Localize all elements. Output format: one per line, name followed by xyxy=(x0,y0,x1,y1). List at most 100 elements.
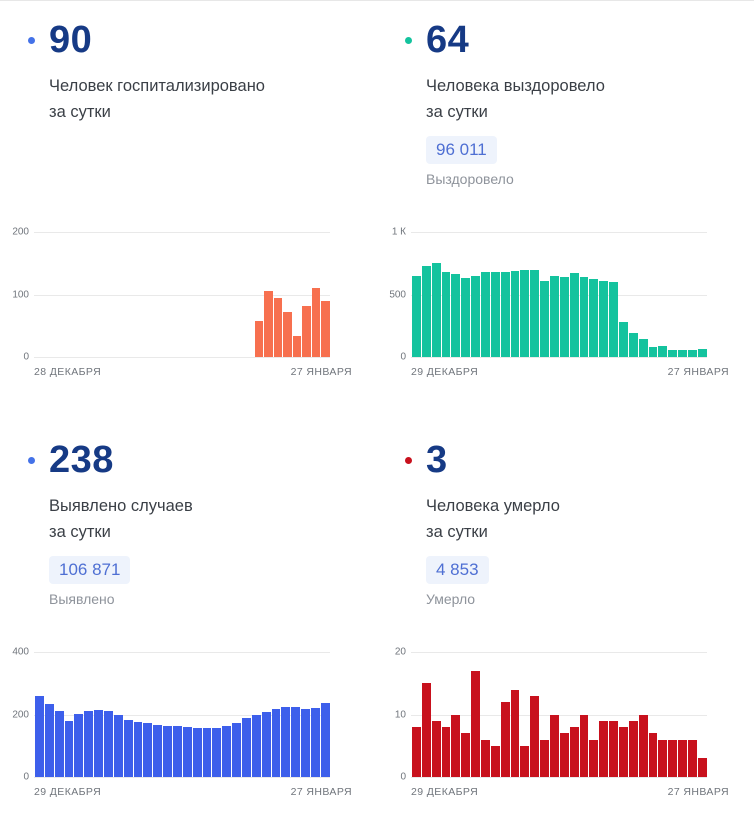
bar xyxy=(569,273,579,357)
bar xyxy=(530,270,540,357)
bar xyxy=(431,263,441,357)
y-axis-tick-label: 0 xyxy=(400,351,406,363)
stat-card-confirmed: 238 Выявлено случаев за сутки 106 871 Вы… xyxy=(0,421,377,838)
bar xyxy=(510,271,520,357)
bar xyxy=(490,272,500,357)
plot-area: 200 100 0 xyxy=(12,227,330,363)
gridline xyxy=(411,294,707,296)
bar xyxy=(550,714,559,777)
bar xyxy=(628,720,638,777)
bar xyxy=(697,758,707,777)
bar xyxy=(311,707,320,777)
bar xyxy=(311,287,321,357)
total-badge: 96 011 xyxy=(426,136,497,164)
subtitle-line: Человека умерло xyxy=(426,497,560,515)
stat-subtitle: Человек госпитализировано за сутки xyxy=(49,73,265,125)
headline-row: 238 xyxy=(28,441,193,479)
gridline xyxy=(411,777,707,778)
bars xyxy=(35,652,330,777)
bar xyxy=(451,274,461,357)
bar xyxy=(520,270,530,357)
bar xyxy=(589,739,599,777)
y-axis-tick-label: 100 xyxy=(12,289,29,300)
gridline xyxy=(411,357,707,358)
bar xyxy=(412,727,421,777)
bar-chart-confirmed: 400 200 0 29 ДЕКАБРЯ 27 ЯНВАРЯ xyxy=(0,647,377,799)
stat-header: 64 Человека выздоровело за сутки 96 011 … xyxy=(405,21,605,187)
stat-header: 3 Человека умерло за сутки 4 853 Умерло xyxy=(405,441,560,607)
bar xyxy=(84,711,94,777)
x-axis-end-label: 27 ЯНВАРЯ xyxy=(290,786,352,798)
x-axis-start-label: 28 ДЕКАБРЯ xyxy=(34,366,102,378)
bar xyxy=(559,277,569,357)
chart-inner: 20 10 0 29 ДЕКАБРЯ 27 ЯНВАРЯ xyxy=(395,647,729,799)
bar xyxy=(254,320,264,357)
gridline xyxy=(34,652,330,653)
chart-inner: 200 100 0 28 ДЕКАБРЯ 27 ЯНВАРЯ xyxy=(12,227,352,379)
bar xyxy=(678,739,688,777)
bar xyxy=(481,739,490,777)
gridline xyxy=(411,652,707,653)
bar xyxy=(94,709,104,777)
bar xyxy=(264,291,273,357)
x-axis-start-label: 29 ДЕКАБРЯ xyxy=(411,366,479,378)
bar xyxy=(619,321,628,357)
bar xyxy=(421,266,431,357)
bar xyxy=(461,733,471,777)
bar xyxy=(44,703,54,777)
chart-inner: 1 К 500 0 29 ДЕКАБРЯ 27 ЯНВАРЯ xyxy=(389,227,729,379)
bar xyxy=(153,724,163,777)
gridline xyxy=(34,232,330,233)
bar xyxy=(104,711,113,777)
bar xyxy=(292,336,302,357)
plot-area: 20 10 0 xyxy=(395,647,707,783)
bar xyxy=(599,720,609,777)
bar xyxy=(173,726,182,777)
bar xyxy=(251,714,261,777)
bar xyxy=(638,339,648,357)
stat-card-recovered: 64 Человека выздоровело за сутки 96 011 … xyxy=(377,1,754,421)
subtitle-line: за сутки xyxy=(426,523,488,541)
bar xyxy=(64,720,74,777)
stat-header: 238 Выявлено случаев за сутки 106 871 Вы… xyxy=(28,441,193,607)
stat-subtitle: Выявлено случаев за сутки xyxy=(49,493,193,545)
total-caption: Выявлено xyxy=(49,591,115,607)
plot-area: 1 К 500 0 xyxy=(389,227,707,363)
subtitle-line: за сутки xyxy=(49,523,111,541)
bars xyxy=(412,652,707,777)
subtitle-line: Человек госпитализировано xyxy=(49,77,265,95)
bar xyxy=(261,712,271,777)
bar xyxy=(421,683,431,777)
stat-card-hospitalized: 90 Человек госпитализировано за сутки 20… xyxy=(0,1,377,421)
bar xyxy=(320,702,330,777)
bar-chart-deaths: 20 10 0 29 ДЕКАБРЯ 27 ЯНВАРЯ xyxy=(377,647,754,799)
daily-count: 64 xyxy=(426,19,470,61)
total-caption: Выздоровело xyxy=(426,171,514,187)
bar xyxy=(471,670,481,777)
y-axis-tick-label: 500 xyxy=(389,289,406,300)
bar xyxy=(530,695,540,777)
bars xyxy=(412,232,707,357)
chart-inner: 400 200 0 29 ДЕКАБРЯ 27 ЯНВАРЯ xyxy=(12,647,352,799)
bar xyxy=(143,723,153,777)
stat-subtitle: Человека умерло за сутки xyxy=(426,493,560,545)
daily-count: 3 xyxy=(426,439,448,481)
bar xyxy=(302,306,311,357)
gridline xyxy=(34,714,330,716)
bar xyxy=(192,727,202,777)
bar xyxy=(550,275,559,357)
bar xyxy=(123,720,133,777)
bar xyxy=(461,278,471,357)
gridline xyxy=(34,294,330,296)
y-axis-tick-label: 0 xyxy=(23,771,29,783)
y-axis-tick-label: 200 xyxy=(12,709,29,720)
x-axis-labels: 28 ДЕКАБРЯ 27 ЯНВАРЯ xyxy=(34,366,352,378)
total-badge: 4 853 xyxy=(426,556,489,584)
x-axis-labels: 29 ДЕКАБРЯ 27 ЯНВАРЯ xyxy=(411,366,729,378)
bar xyxy=(182,727,192,777)
bar xyxy=(579,276,589,357)
stat-dot-icon xyxy=(405,36,412,44)
bar xyxy=(232,723,242,777)
stat-dot-icon xyxy=(405,456,412,464)
